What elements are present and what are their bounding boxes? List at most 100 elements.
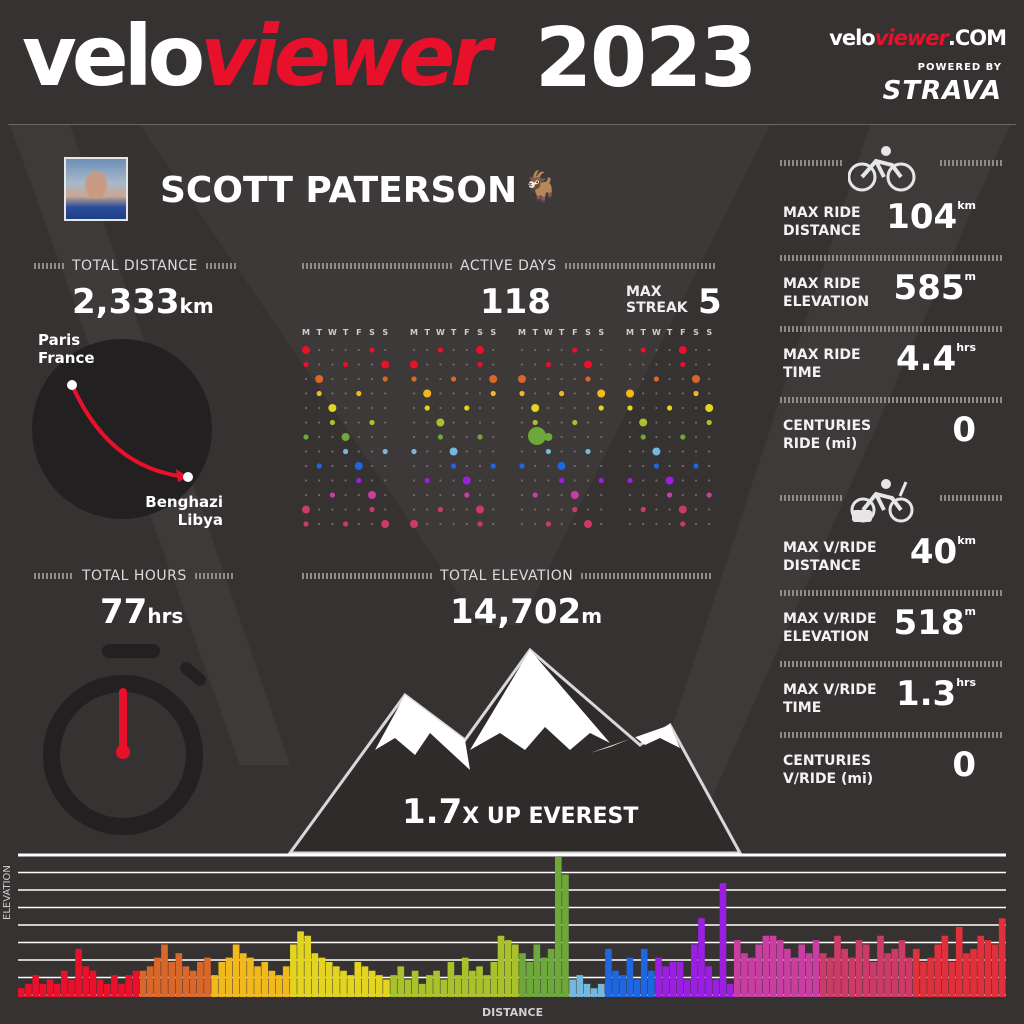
elevation-bar: [648, 970, 655, 997]
elevation-bar: [247, 957, 254, 997]
elevation-bar: [526, 962, 533, 997]
day-dot: [344, 464, 347, 468]
day-dot: [452, 406, 455, 410]
elevation-bar: [920, 962, 927, 997]
day-dot: [384, 464, 387, 468]
day-dot: [693, 390, 699, 397]
day-dot: [560, 363, 563, 366]
day-dot: [520, 493, 524, 497]
day-dot: [708, 435, 711, 439]
day-dot: [628, 435, 632, 439]
strava-logo: STRAVA: [882, 76, 1002, 106]
elevation-bar: [454, 975, 462, 997]
weekday-letter: T: [640, 328, 646, 337]
day-dot: [639, 418, 648, 427]
day-dot: [640, 506, 646, 513]
elevation-bar: [791, 957, 798, 997]
day-dot: [586, 508, 590, 511]
day-dot: [412, 464, 416, 468]
veloviewer-logo: veloviewer: [22, 14, 492, 98]
day-dot: [370, 479, 374, 482]
route-end: Benghazi Libya: [145, 493, 223, 529]
day-dot: [557, 462, 566, 470]
day-dot: [492, 406, 495, 410]
day-dot: [465, 522, 468, 526]
day-dot: [412, 406, 416, 410]
elevation-bar: [304, 935, 312, 997]
elevation-bar: [640, 948, 648, 997]
elevation-bar: [798, 944, 806, 997]
elevation-bar: [497, 935, 505, 997]
elevation-bar: [211, 975, 218, 997]
day-dot: [668, 522, 671, 526]
weekday-letter: T: [316, 328, 322, 337]
day-dot: [344, 377, 347, 381]
day-dot: [681, 450, 684, 453]
elevation-bar: [855, 940, 863, 997]
elevation-bar: [53, 983, 61, 997]
day-dot: [318, 435, 321, 439]
day-dot: [598, 405, 604, 411]
elevation-bar: [662, 966, 670, 997]
elevation-bar: [869, 962, 877, 997]
weekday-letter: M: [518, 328, 526, 337]
day-dot: [436, 418, 445, 427]
elevation-bar: [375, 975, 383, 997]
day-dot: [426, 493, 429, 497]
ride-stat-label-3: CENTURIES RIDE (mi): [783, 418, 872, 452]
day-dot: [303, 434, 309, 440]
elevation-bar: [970, 948, 977, 997]
day-dot: [681, 493, 684, 497]
day-dot: [303, 521, 309, 527]
day-dot: [655, 406, 658, 410]
day-dot: [694, 435, 698, 439]
day-dot: [708, 348, 711, 352]
day-dot: [708, 363, 711, 366]
day-dot: [411, 376, 417, 382]
day-dot: [560, 421, 563, 424]
day-dot: [520, 406, 524, 410]
day-dot: [318, 348, 321, 352]
day-dot: [642, 522, 645, 526]
day-dot: [465, 363, 468, 366]
elevation-bar: [476, 966, 483, 997]
day-dot: [331, 435, 334, 439]
day-dot: [344, 479, 347, 482]
day-dot: [642, 464, 645, 468]
weekday-letter: S: [598, 328, 604, 337]
elevation-bar: [196, 962, 204, 997]
max-streak-label: MAX STREAK: [626, 284, 688, 317]
day-dot: [357, 406, 360, 410]
weekday-letter: F: [572, 328, 577, 337]
elevation-bar: [82, 966, 90, 997]
route-arc: [67, 380, 193, 482]
day-dot: [356, 390, 362, 397]
elevation-bar: [898, 940, 906, 997]
day-dot: [478, 450, 482, 453]
day-dot: [600, 522, 603, 526]
elevation-bar: [769, 935, 777, 997]
elevation-bar: [690, 944, 698, 997]
elevation-bar: [583, 983, 591, 997]
day-dot: [357, 508, 360, 511]
day-dot: [681, 406, 684, 410]
athlete-avatar[interactable]: [64, 157, 128, 221]
day-dot: [628, 421, 632, 424]
elevation-bar: [955, 927, 963, 997]
elevation-bar: [834, 935, 841, 997]
day-dot: [694, 508, 698, 511]
day-dot: [412, 348, 416, 352]
elevation-bar: [612, 970, 619, 997]
day-dot: [331, 377, 334, 381]
day-dot: [628, 450, 632, 453]
site-logo[interactable]: veloviewer.COM: [829, 26, 1007, 50]
day-dot: [465, 508, 468, 511]
elevation-bar: [748, 957, 755, 997]
elevation-bar: [877, 935, 884, 997]
elevation-bar: [111, 975, 118, 997]
elevation-bar: [819, 953, 827, 997]
day-dot: [680, 434, 686, 440]
elevation-bar: [204, 957, 211, 997]
day-dot: [681, 377, 684, 381]
elevation-bar: [569, 979, 576, 997]
